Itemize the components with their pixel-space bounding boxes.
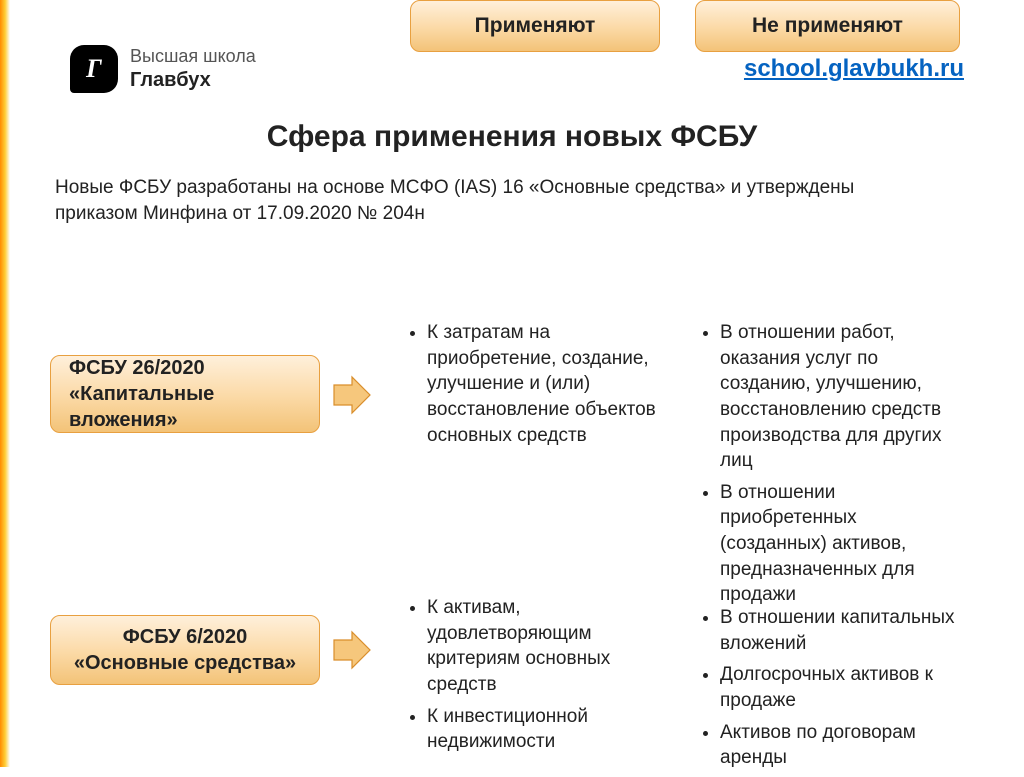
column-header-noapply: Не применяют bbox=[695, 0, 960, 52]
list-item: В отношении капитальных вложений bbox=[720, 605, 978, 656]
logo-line1: Высшая школа bbox=[130, 46, 256, 68]
apply-list-row1: К затратам на приобретение, создание, ул… bbox=[405, 320, 660, 454]
row-label-fsbu26: ФСБУ 26/2020 «Капитальные вложения» bbox=[50, 355, 320, 433]
arrow-icon bbox=[332, 630, 372, 670]
list-item: К затратам на приобретение, создание, ул… bbox=[427, 320, 660, 448]
list-item: В отношении работ, оказания услуг по соз… bbox=[720, 320, 968, 474]
logo-text: Высшая школа Главбух bbox=[130, 46, 256, 92]
column-header-apply: Применяют bbox=[410, 0, 660, 52]
list-item: Активов по договорам аренды bbox=[720, 720, 978, 771]
intro-text: Новые ФСБУ разработаны на основе МСФО (I… bbox=[55, 175, 935, 226]
apply-list-row2: К активам, удовлетворяющим критериям осн… bbox=[405, 595, 660, 761]
noapply-list-row2: В отношении капитальных вложений Долгоср… bbox=[698, 605, 978, 777]
noapply-list-row1: В отношении работ, оказания услуг по соз… bbox=[698, 320, 968, 614]
logo-line2: Главбух bbox=[130, 68, 256, 92]
logo-badge: Г bbox=[70, 45, 118, 93]
page-title: Сфера применения новых ФСБУ bbox=[0, 120, 1024, 154]
list-item: В отношении приобретенных (созданных) ак… bbox=[720, 480, 968, 608]
list-item: К инвестиционной недвижимости bbox=[427, 704, 660, 755]
row-label-fsbu6: ФСБУ 6/2020 «Основные средства» bbox=[50, 615, 320, 685]
school-link[interactable]: school.glavbukh.ru bbox=[744, 55, 964, 83]
brand-header: Г Высшая школа Главбух bbox=[70, 45, 256, 93]
logo-glyph: Г bbox=[86, 54, 102, 84]
accent-stripe bbox=[0, 0, 10, 767]
list-item: К активам, удовлетворяющим критериям осн… bbox=[427, 595, 660, 698]
list-item: Долгосрочных активов к продаже bbox=[720, 662, 978, 713]
arrow-icon bbox=[332, 375, 372, 415]
